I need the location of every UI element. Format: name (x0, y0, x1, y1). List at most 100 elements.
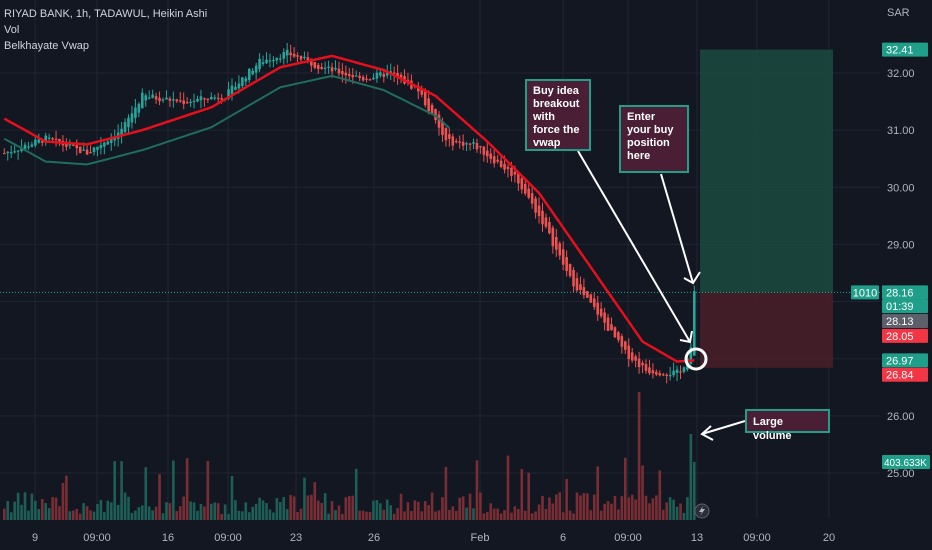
candle-body (561, 249, 565, 265)
candle-body (651, 370, 655, 374)
volume-bar (544, 509, 548, 520)
volume-bar (109, 502, 113, 520)
volume-bar (175, 511, 179, 520)
volume-bar (403, 511, 406, 520)
volume-bar (310, 494, 313, 520)
candle-body (486, 150, 489, 157)
candle-body (68, 144, 72, 146)
candle-body (672, 370, 675, 376)
volume-bar (192, 502, 196, 520)
candle-body (382, 73, 386, 77)
candle-body (123, 122, 127, 133)
candle-body (37, 139, 41, 143)
time-tick-label: 20 (823, 532, 835, 544)
position-zones[interactable] (0, 49, 880, 368)
volume-bar (116, 504, 120, 520)
volume-bar (13, 501, 16, 520)
volume-bar (47, 508, 51, 520)
volume-bar (330, 501, 334, 520)
price-tag-text: 01:39 (886, 301, 914, 313)
volume-bars (3, 392, 696, 520)
volume-bar (275, 498, 279, 520)
volume-bar (665, 502, 668, 520)
large-volume-callout[interactable]: Large volume (745, 409, 830, 442)
price-tag (882, 313, 928, 328)
candle-body (27, 146, 30, 148)
volume-bar (565, 478, 568, 520)
volume-bar (279, 501, 282, 520)
candle-body (544, 217, 548, 227)
take-profit-zone (700, 49, 833, 293)
volume-bar (99, 499, 103, 520)
candle-body (275, 57, 279, 61)
candle-body (679, 371, 682, 373)
volume-bar (199, 504, 203, 520)
candle-body (241, 77, 244, 86)
symbol-title[interactable]: RIYAD BANK, 1h, TADAWUL, Heikin Ashi (4, 8, 208, 20)
price-tag (882, 299, 928, 314)
candle-body (499, 160, 503, 168)
candle-body (517, 173, 520, 184)
volume-bar (285, 508, 289, 520)
candle-body (161, 99, 165, 101)
candle-body (168, 98, 172, 101)
volume-bar (661, 509, 665, 520)
volume-bar (223, 504, 227, 520)
candle-body (520, 178, 524, 190)
time-tick-label: 09:00 (214, 532, 242, 544)
volume-bar (178, 506, 182, 520)
candle-body (537, 205, 541, 216)
buy-idea-callout[interactable]: Buy idea breakout with force the vwap (525, 79, 591, 151)
candle-body (189, 101, 192, 103)
time-axis[interactable]: 9 09:00 16 09:00 23 26 Feb 6 09:00 13 09:00 20 (0, 525, 932, 550)
candle-body (99, 144, 103, 149)
volume-bar (16, 492, 20, 520)
volume-bar (182, 496, 185, 520)
volume-bar (337, 505, 341, 520)
annotation-arrows (577, 150, 746, 519)
volume-bar (444, 467, 448, 520)
vwap-main-line (3, 54, 695, 363)
candle-body (216, 97, 220, 99)
grid-lines (0, 0, 880, 518)
volume-bar (648, 503, 651, 520)
volume-bar (244, 502, 248, 520)
candle-body (592, 298, 596, 307)
volume-bar (299, 508, 303, 520)
volume-bar (234, 500, 237, 520)
volume-bar (75, 508, 79, 520)
price-tags: 32.41 28.16 01:39 28.13 28.05 26.97 26.84 1010 4… (851, 42, 930, 469)
candle-body (285, 49, 289, 56)
enter-position-callout[interactable]: Enter your buy position here (619, 105, 689, 173)
candle-body (337, 68, 341, 74)
candle-body (334, 67, 337, 70)
volume-bar (34, 500, 37, 520)
volume-bar (372, 500, 375, 520)
position-qty-text: 1010 (853, 287, 877, 299)
vwap-lower-band (3, 74, 451, 166)
candle-body (582, 287, 586, 296)
vwap-indicator-label[interactable]: Belkhayate Vwap (4, 40, 89, 52)
volume-bar (603, 503, 606, 520)
candle-body (634, 356, 637, 361)
volume-bar (506, 455, 510, 520)
candle-body (103, 142, 106, 147)
volume-bar (189, 501, 192, 520)
volume-indicator-label[interactable]: Vol (4, 24, 20, 36)
volume-bar (147, 506, 151, 520)
candle-body (451, 136, 455, 146)
candle-body (620, 336, 624, 347)
candle-body (58, 138, 61, 144)
volume-bar (399, 493, 403, 520)
candle-body (358, 75, 361, 78)
candle-body (579, 284, 582, 291)
candle-body (503, 163, 506, 170)
candle-body (244, 78, 248, 82)
volume-bar (237, 510, 241, 520)
candle-body (575, 278, 579, 291)
candle-body (399, 74, 403, 78)
volume-bar (9, 512, 13, 520)
candle-body (127, 117, 130, 128)
candle-body (210, 96, 213, 100)
